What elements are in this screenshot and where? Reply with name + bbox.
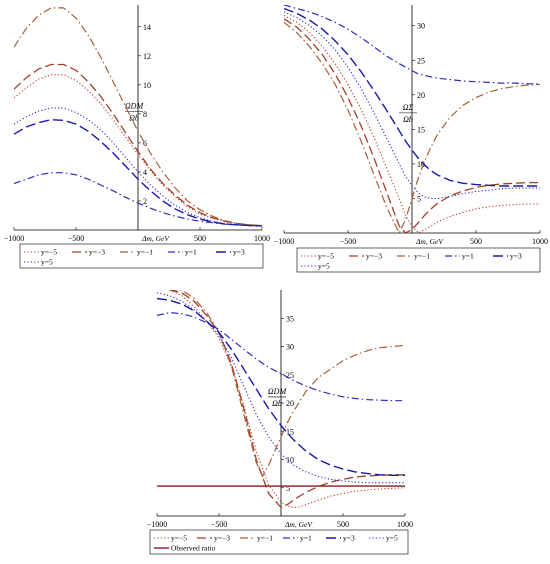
x-tick-label: −500 xyxy=(211,520,228,529)
series-line-y-5 xyxy=(284,14,540,233)
series-group xyxy=(14,7,262,227)
series-line-y-3 xyxy=(284,7,540,187)
y-tick-label: 10 xyxy=(286,456,294,465)
y-axis-label-numerator: ΩDM xyxy=(125,102,145,111)
x-tick-label: −1000 xyxy=(147,520,168,529)
x-axis-label: Δm, GeV xyxy=(141,234,170,243)
legend-label: y=3 xyxy=(343,534,355,543)
x-tick-label: −1000 xyxy=(4,234,25,243)
y-tick-label: 12 xyxy=(143,52,151,61)
y-tick-label: 30 xyxy=(286,343,294,352)
legend-label: y=5 xyxy=(386,534,398,543)
legend-label: y=5 xyxy=(41,258,53,267)
x-axis-label: Δm, GeV xyxy=(415,237,444,246)
legend-label: y=−1 xyxy=(137,248,153,257)
y-tick-label: 20 xyxy=(286,399,294,408)
series-group xyxy=(157,290,405,509)
legend-box xyxy=(19,243,264,269)
y-tick-label: 5 xyxy=(286,484,290,493)
legend-label: y=−1 xyxy=(414,252,430,261)
y-axis-label-numerator: ΩΣ xyxy=(403,103,414,112)
series-line-y-5 xyxy=(169,290,405,509)
y-tick-label: 30 xyxy=(417,22,425,31)
series-line-y-1 xyxy=(284,21,540,233)
legend-label: y=−1 xyxy=(257,534,273,543)
legend-label: y=−5 xyxy=(318,252,334,261)
legend-box xyxy=(296,247,541,273)
y-tick-label: 35 xyxy=(286,314,294,323)
y-tick-label: 8 xyxy=(143,110,147,119)
legend-label: y=−3 xyxy=(214,534,230,543)
x-tick-label: 1000 xyxy=(254,234,270,243)
legend-box xyxy=(149,529,409,555)
y-tick-label: 20 xyxy=(417,91,425,100)
x-tick-label: −1000 xyxy=(274,237,295,246)
y-axis-label-denominator: Ωb xyxy=(272,399,282,408)
y-tick-label: 25 xyxy=(286,371,294,380)
legend-label: y=1 xyxy=(185,248,197,257)
legend-label: y=−5 xyxy=(171,534,187,543)
x-axis-label: Δm, GeV xyxy=(284,520,313,529)
series-line-y-5 xyxy=(14,107,262,227)
y-axis-label-denominator: Ωb xyxy=(403,115,413,124)
legend-label: y=−3 xyxy=(89,248,105,257)
x-tick-label: −500 xyxy=(68,234,85,243)
y-tick-label: 14 xyxy=(143,23,151,32)
series-line-y-3 xyxy=(14,63,262,227)
series-line-y-5 xyxy=(14,74,262,227)
chart-panel-3: −1000 −500 500 1000 5 10 15 20 25 30 35 Δm, GeV ΩDM Ω… xyxy=(147,290,413,555)
y-tick-label: 4 xyxy=(143,168,147,177)
chart-panel-1: −1000 −500 500 1000 2 4 6 8 10 12 14 Δm, GeV ΩDM Ωb y=… xyxy=(4,5,270,269)
x-tick-label: 500 xyxy=(470,237,482,246)
series-line-y-5 xyxy=(284,11,540,200)
series-line-y-1 xyxy=(284,5,540,85)
chart-panel-2: −1000 −500 500 1000 5 10 15 20 25 30 Δm, GeV ΩΣ Ωb y=… xyxy=(274,5,548,273)
series-line-y-3 xyxy=(157,297,405,476)
series-line-y-3 xyxy=(169,290,405,509)
series-line-y-5 xyxy=(157,292,405,484)
y-tick-label: 15 xyxy=(417,125,425,134)
y-axis-label-denominator: Ωb xyxy=(129,114,139,123)
y-tick-label: 6 xyxy=(143,139,147,148)
legend-label: y=5 xyxy=(318,262,330,271)
x-tick-label: 1000 xyxy=(397,520,413,529)
y-tick-label: 25 xyxy=(417,56,425,65)
legend-label: y=−3 xyxy=(366,252,382,261)
x-tick-label: 500 xyxy=(337,520,349,529)
series-line-y-1 xyxy=(14,7,262,227)
y-tick-label: 15 xyxy=(286,427,294,436)
y-tick-label: 2 xyxy=(143,197,147,206)
legend-label: Observed ratio xyxy=(171,544,216,553)
x-tick-label: 500 xyxy=(194,234,206,243)
series-line-y-1 xyxy=(169,290,405,477)
legend-label: y=−5 xyxy=(41,248,57,257)
y-tick-label: 10 xyxy=(417,160,425,169)
series-group xyxy=(284,5,540,233)
y-tick-label: 10 xyxy=(143,81,151,90)
legend-label: y=1 xyxy=(462,252,474,261)
x-tick-label: −500 xyxy=(340,237,357,246)
legend-label: y=3 xyxy=(233,248,245,257)
y-tick-label: 5 xyxy=(417,194,421,203)
legend-label: y=1 xyxy=(300,534,312,543)
legend-label: y=3 xyxy=(510,252,522,261)
x-tick-label: 1000 xyxy=(532,237,548,246)
y-axis-label-numerator: ΩDM xyxy=(268,387,288,396)
